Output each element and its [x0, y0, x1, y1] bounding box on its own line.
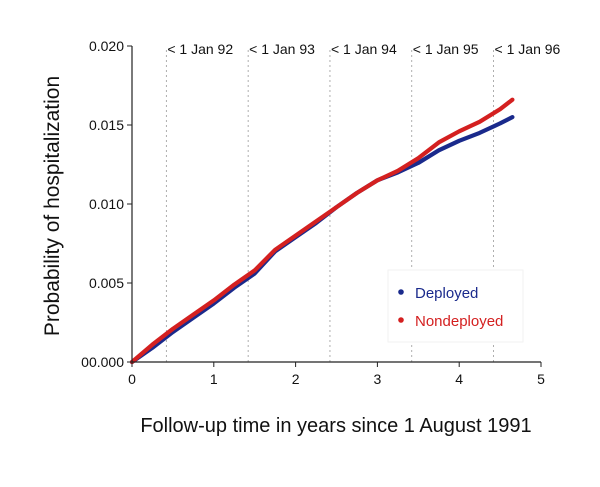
x-tick-label: 3 — [374, 371, 382, 387]
legend-marker-deployed — [398, 289, 404, 295]
x-tick-label: 0 — [128, 371, 136, 387]
annotation-label: < 1 Jan 95 — [413, 41, 479, 57]
x-tick-label: 5 — [537, 371, 545, 387]
annotation-label: < 1 Jan 93 — [249, 41, 315, 57]
annotation-label: < 1 Jan 92 — [167, 41, 233, 57]
legend-label-nondeployed: Nondeployed — [415, 313, 503, 330]
y-tick-label: 0.015 — [89, 117, 124, 133]
x-axis-label: Follow-up time in years since 1 August 1… — [140, 415, 531, 437]
legend-box — [387, 269, 524, 343]
annotation-label: < 1 Jan 94 — [331, 41, 397, 57]
annotation-layer: < 1 Jan 92 < 1 Jan 93 < 1 Jan 94 < 1 Jan 95… — [165, 41, 561, 362]
x-tick-label: 2 — [292, 371, 300, 387]
y-axis-label: Probability of hospitalization — [41, 76, 64, 336]
y-tick-label: 00.000 — [81, 354, 124, 370]
tick-layer: 0 1 2 3 4 5 00.000 0.005 0.010 0.015 0.020 — [81, 38, 545, 387]
legend-label-deployed: Deployed — [415, 285, 478, 302]
annotation-label: < 1 Jan 96 — [495, 41, 561, 57]
x-tick-label: 4 — [455, 371, 463, 387]
series-line-nondeployed — [129, 97, 515, 365]
series-layer — [129, 97, 515, 365]
y-tick-label: 0.010 — [89, 196, 124, 212]
legend-marker-nondeployed — [398, 317, 404, 323]
x-tick-label: 1 — [210, 371, 218, 387]
legend: Deployed Nondeployed — [387, 269, 524, 343]
y-tick-label: 0.005 — [89, 275, 124, 291]
y-tick-label: 0.020 — [89, 38, 124, 54]
